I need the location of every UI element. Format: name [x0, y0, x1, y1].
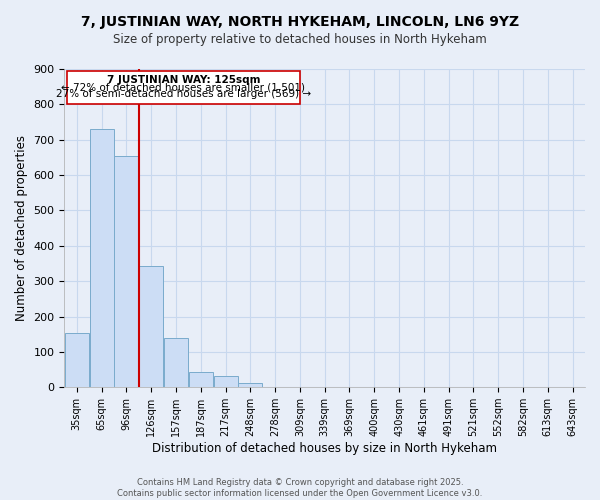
- Text: ← 72% of detached houses are smaller (1,501): ← 72% of detached houses are smaller (1,…: [61, 82, 305, 92]
- Text: Contains HM Land Registry data © Crown copyright and database right 2025.
Contai: Contains HM Land Registry data © Crown c…: [118, 478, 482, 498]
- Bar: [164, 338, 188, 387]
- Bar: [189, 372, 213, 387]
- Bar: [139, 266, 163, 387]
- FancyBboxPatch shape: [67, 72, 300, 104]
- Y-axis label: Number of detached properties: Number of detached properties: [15, 135, 28, 321]
- Bar: [89, 129, 113, 387]
- Text: 27% of semi-detached houses are larger (569) →: 27% of semi-detached houses are larger (…: [56, 89, 311, 99]
- Bar: [214, 376, 238, 387]
- Bar: [238, 382, 262, 387]
- Bar: [115, 156, 139, 387]
- Bar: [65, 334, 89, 387]
- X-axis label: Distribution of detached houses by size in North Hykeham: Distribution of detached houses by size …: [152, 442, 497, 455]
- Text: 7, JUSTINIAN WAY, NORTH HYKEHAM, LINCOLN, LN6 9YZ: 7, JUSTINIAN WAY, NORTH HYKEHAM, LINCOLN…: [81, 15, 519, 29]
- Text: Size of property relative to detached houses in North Hykeham: Size of property relative to detached ho…: [113, 32, 487, 46]
- Text: 7 JUSTINIAN WAY: 125sqm: 7 JUSTINIAN WAY: 125sqm: [107, 75, 260, 85]
